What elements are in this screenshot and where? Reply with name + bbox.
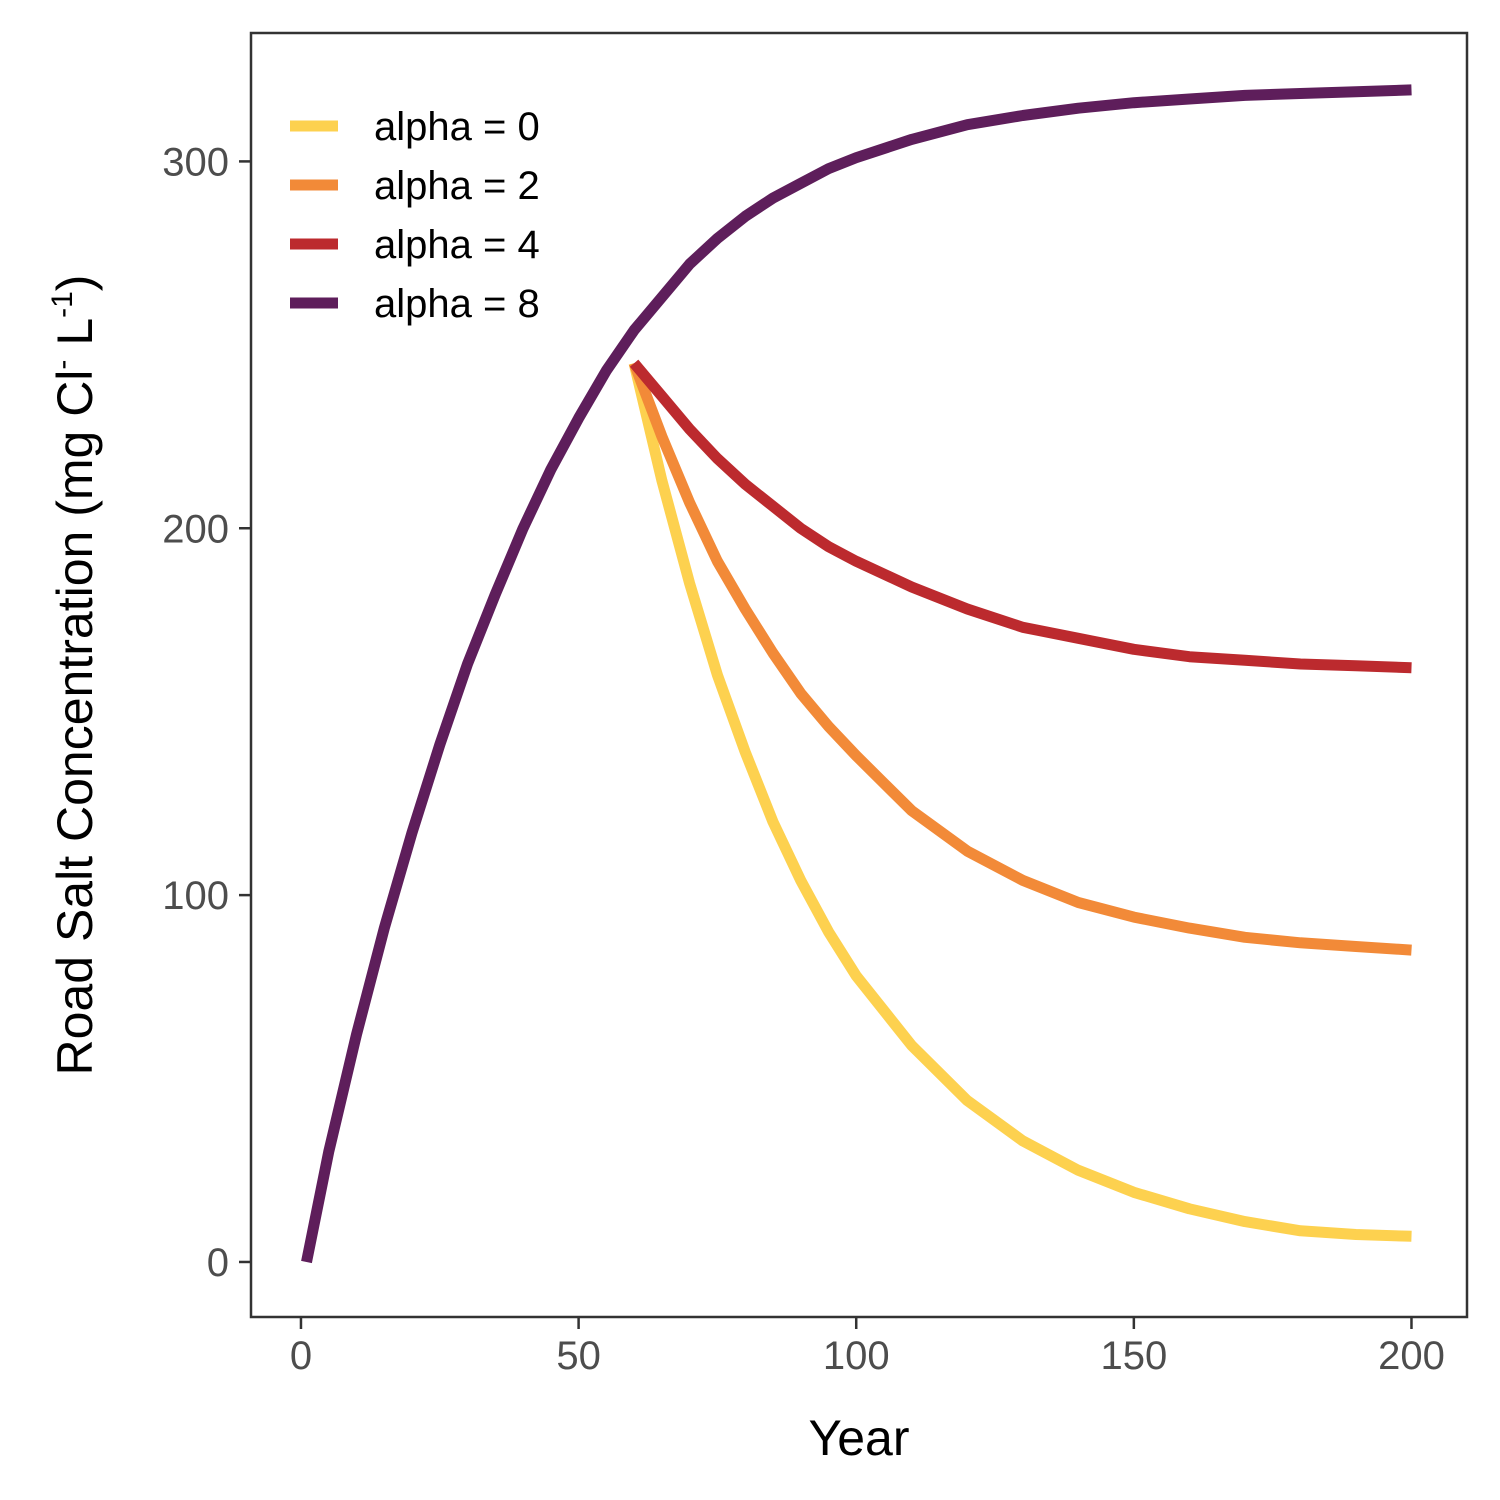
x-tick-label: 0 [290, 1334, 312, 1378]
y-axis-title-sup1: - [46, 360, 79, 370]
legend-label-3: alpha = 8 [374, 282, 540, 326]
x-axis: 0 50 100 150 200 [290, 1317, 1445, 1378]
y-axis-title-mid: L [47, 318, 103, 360]
x-axis-title: Year [808, 1410, 909, 1466]
y-axis-title-sup2: -1 [46, 291, 79, 318]
x-tick-label: 50 [556, 1334, 601, 1378]
y-axis-title: Road Salt Concentration (mg Cl- L-1) [46, 275, 103, 1076]
plot-panel [249, 31, 1469, 1319]
y-axis-title-main: Road Salt Concentration (mg Cl [47, 370, 103, 1076]
y-tick-label: 0 [207, 1241, 229, 1285]
series-line-0 [628, 361, 1412, 1242]
y-axis-title-end: ) [47, 275, 103, 292]
legend: alpha = 0 alpha = 2 alpha = 4 alpha = 8 [290, 105, 540, 326]
y-axis: 0 100 200 300 [162, 140, 251, 1285]
y-tick-label: 200 [162, 507, 229, 551]
series-line-3 [301, 84, 1412, 1264]
x-tick-label: 200 [1378, 1334, 1445, 1378]
y-tick-label: 100 [162, 874, 229, 918]
legend-label-1: alpha = 2 [374, 164, 540, 208]
x-tick-label: 150 [1100, 1334, 1167, 1378]
x-tick-label: 100 [823, 1334, 890, 1378]
y-tick-label: 300 [162, 140, 229, 184]
legend-label-2: alpha = 4 [374, 223, 540, 267]
legend-label-0: alpha = 0 [374, 105, 540, 149]
series-line-2 [629, 359, 1412, 674]
series-lines [301, 84, 1412, 1264]
series-line-1 [628, 361, 1412, 956]
